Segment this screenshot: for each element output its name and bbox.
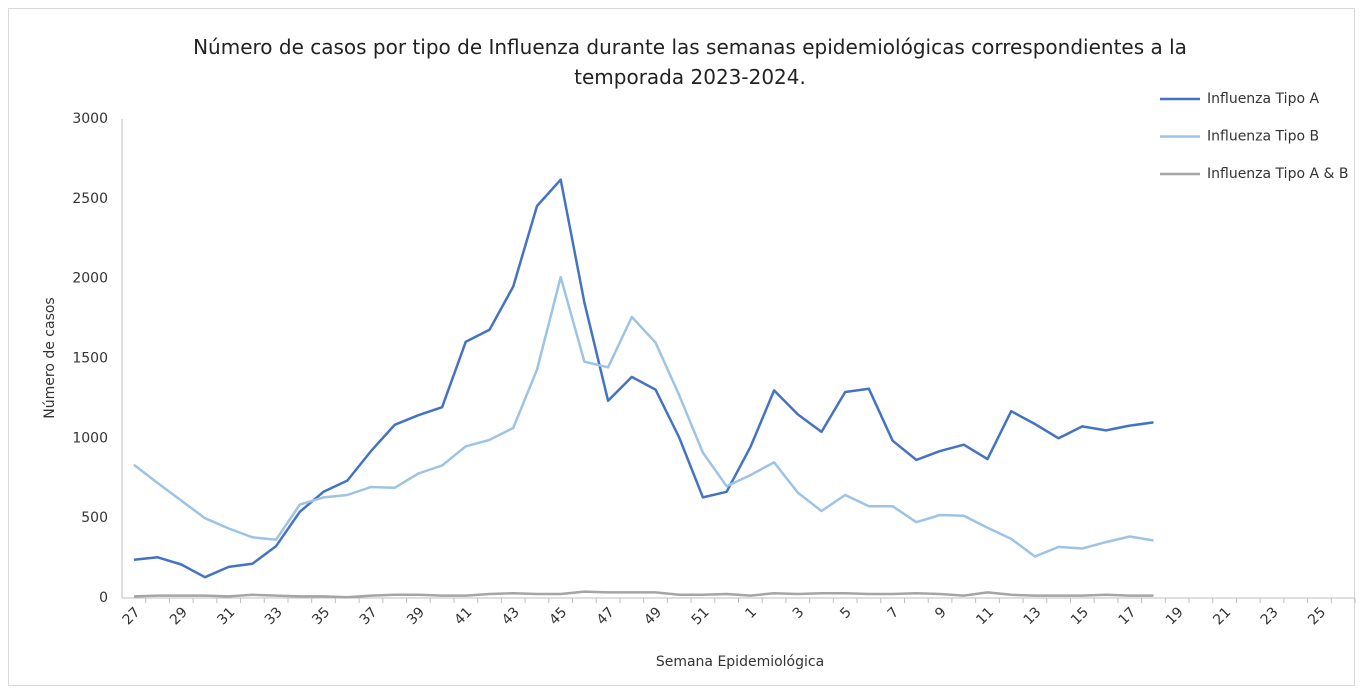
x-tick-label: 3 xyxy=(790,604,808,622)
y-tick-label: 500 xyxy=(81,510,108,526)
x-tick-label: 29 xyxy=(167,604,191,628)
x-tick-label: 31 xyxy=(214,604,238,628)
x-tick-label: 7 xyxy=(885,604,903,622)
x-tick-label: 13 xyxy=(1021,604,1045,628)
x-tick-label: 39 xyxy=(404,604,428,628)
chart-border xyxy=(8,8,1355,686)
x-tick-label: 37 xyxy=(357,604,381,628)
x-tick-label: 1 xyxy=(742,604,760,622)
x-tick-label: 43 xyxy=(499,604,523,628)
series-line xyxy=(133,178,1154,579)
series-line xyxy=(133,275,1154,558)
series-line xyxy=(133,590,1154,599)
x-tick-label: 51 xyxy=(689,604,713,628)
y-tick-label: 2000 xyxy=(72,271,108,287)
chart-title: Número de casos por tipo de Influenza du… xyxy=(193,35,1187,89)
y-tick-label: 1500 xyxy=(72,351,108,367)
x-tick-label: 35 xyxy=(309,604,333,628)
x-tick-label: 33 xyxy=(262,604,286,628)
x-tick-label: 45 xyxy=(546,604,570,628)
legend-label: Influenza Tipo A & B xyxy=(1207,166,1348,182)
x-tick-label: 5 xyxy=(837,604,855,622)
x-tick-label: 9 xyxy=(932,604,950,622)
y-tick-label: 0 xyxy=(99,590,108,606)
legend-label: Influenza Tipo A xyxy=(1207,91,1319,107)
y-tick-label: 2500 xyxy=(72,191,108,207)
x-tick-label: 17 xyxy=(1115,604,1139,628)
x-tick-label: 25 xyxy=(1305,604,1329,628)
y-tick-label: 1000 xyxy=(72,430,108,446)
y-axis-title: Número de casos xyxy=(42,297,58,418)
x-tick-label: 41 xyxy=(452,604,476,628)
x-tick-label: 21 xyxy=(1210,604,1234,628)
x-axis-title: Semana Epidemiológica xyxy=(656,654,824,670)
x-tick-label: 47 xyxy=(594,604,618,628)
y-tick-label: 3000 xyxy=(72,111,108,127)
x-tick-label: 23 xyxy=(1258,604,1282,628)
x-tick-label: 27 xyxy=(120,604,144,628)
x-tick-label: 11 xyxy=(973,604,997,628)
x-tick-label: 19 xyxy=(1163,604,1187,628)
x-tick-label: 15 xyxy=(1068,604,1092,628)
legend-label: Influenza Tipo B xyxy=(1207,129,1319,145)
x-tick-label: 49 xyxy=(641,604,665,628)
